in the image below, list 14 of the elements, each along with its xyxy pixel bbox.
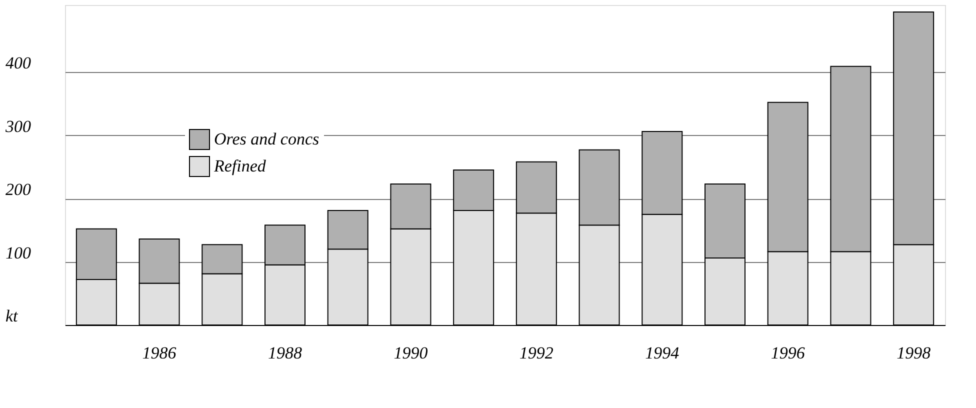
y-tick-label: 400 [6,54,32,73]
x-tick-label: 1992 [519,344,554,362]
y-tick-label: 300 [4,116,32,136]
legend-label: Refined [213,156,266,176]
x-tick-label: 1998 [896,344,932,362]
x-tick-label: 1994 [645,344,680,362]
x-tick-label: 1986 [142,344,177,362]
legend-label: Ores and concs [214,130,320,148]
x-tick-label: 1988 [268,344,302,362]
x-tick-label: 1996 [770,344,806,362]
y-tick-label: 100 [6,243,32,262]
y-tick-label: 200 [6,180,32,200]
x-tick-label: 1990 [394,344,428,362]
y-tick-label: kt [6,306,20,326]
